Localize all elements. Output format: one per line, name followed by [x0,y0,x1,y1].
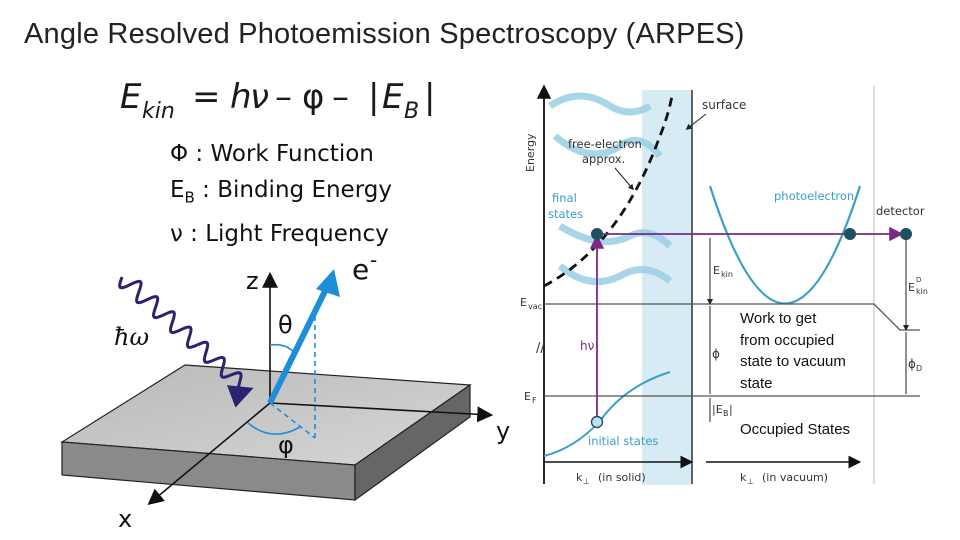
eq-phi: φ [302,77,324,117]
electron-label: e [352,253,369,286]
arpes-geometry-figure: ħω e - θ φ z y x [60,248,510,533]
eb-rest: : Binding Energy [194,177,392,203]
page-title: Angle Resolved Photoemission Spectroscop… [24,18,745,50]
projection-dashed-line [269,402,316,439]
free-electron-label-2: approx. [582,152,625,166]
detector-label: detector [876,204,925,218]
k-vacuum-label-rest: (in vacuum) [762,471,828,484]
eq-bar-left: | [368,77,379,117]
final-states-label-1: final [552,191,577,205]
electron-arrow [267,283,331,405]
phi-d-label-sub: D [916,364,922,373]
eq-eb-sub: B [404,99,419,124]
eb-label: |E [712,403,723,416]
final-state-dot [591,228,603,240]
definition-work-function: Φ : Work Function [170,141,374,167]
hv-label: hν [580,339,595,353]
electron-arrowhead [316,269,340,297]
detector-dot [900,228,912,240]
definition-light-frequency: ν : Light Frequency [170,220,389,247]
evac-line [544,303,920,331]
occupied-states-note: Occupied States [738,419,853,441]
eq-ekin-sub: kin [142,99,175,124]
surface-region-band [642,90,692,485]
eq-nu: ν [250,77,269,117]
break-mark: // [536,341,545,356]
definition-binding-energy: EB : Binding Energy [170,172,392,216]
free-electron-pointer [614,167,634,191]
eq-minus-2: – [332,77,349,117]
y-axis [269,402,494,423]
eb-label-end: | [729,403,733,416]
free-electron-label-1: free-electron [568,137,642,151]
definitions-list: Φ : Work Function EB : Binding Energy ν … [170,136,392,252]
surface-pointer [685,113,707,130]
final-states-label-2: states [548,207,583,221]
eq-bar-right: | [424,77,435,117]
photon-wave [118,276,254,408]
y-axis-label: y [496,417,510,445]
ef-label-sub: F [532,396,537,405]
free-electron-parabola [543,95,674,288]
sample-slab [60,364,472,502]
k-vacuum-label-sub: ⊥ [747,477,754,486]
work-note-line-1: Work to get [740,310,817,327]
work-function-note: Work to get from occupied state to vacuu… [738,308,848,394]
phi-arc [247,422,301,435]
energy-axis-label: Energy [524,133,537,172]
initial-state-dot [590,415,604,429]
eq-equals: = [192,77,221,117]
phi-small-label: ϕ [712,347,720,361]
work-note-line-4: state [740,374,773,392]
photoemission-equation: E kin = h ν – φ – | E B | [120,77,435,124]
energy-level-diagram: Energy surface free-electron approx. fin… [520,84,928,486]
k-solid-label-rest: (in solid) [598,471,646,484]
eb-label-sub: B [723,409,729,418]
work-note-line-3: state to vacuum [740,353,846,370]
k-solid-label: k [576,471,583,484]
x-axis-label: x [118,505,132,533]
z-axis-label: z [246,267,259,295]
phi-d-label: ϕ [908,357,916,371]
x-axis [147,402,271,506]
surface-label: surface [702,98,746,112]
eq-eb: E [382,77,404,117]
eq-ekin: E [120,77,142,117]
phi-label: φ [278,431,294,459]
ekin-label-sub: kin [721,270,733,279]
eq-h: h [230,77,252,117]
final-state-bands [548,92,673,286]
hbar-omega-label: ħω [114,323,149,351]
ekin-d-label-sup: D [916,276,921,284]
electron-sup: - [370,248,377,272]
k-solid-label-sub: ⊥ [583,477,590,486]
photoelectron-label: photoelectron [774,189,854,203]
ef-label: E [524,390,531,403]
photoelectron-dot [844,228,856,240]
ekin-label: E [713,264,720,277]
eq-minus-1: – [275,77,292,117]
eb-main: E [170,177,185,203]
photoelectron-parabola [708,185,862,305]
eb-sub: B [184,188,195,207]
initial-states-label: initial states [588,434,658,448]
theta-label: θ [278,311,293,339]
ekin-d-label: E [908,281,915,294]
ekin-d-label-sub: kin [916,287,928,296]
evac-label-sub: vac [528,302,542,311]
work-note-line-2: from occupied [740,331,835,349]
k-vacuum-label: k [740,471,747,484]
evac-label: E [520,296,527,309]
